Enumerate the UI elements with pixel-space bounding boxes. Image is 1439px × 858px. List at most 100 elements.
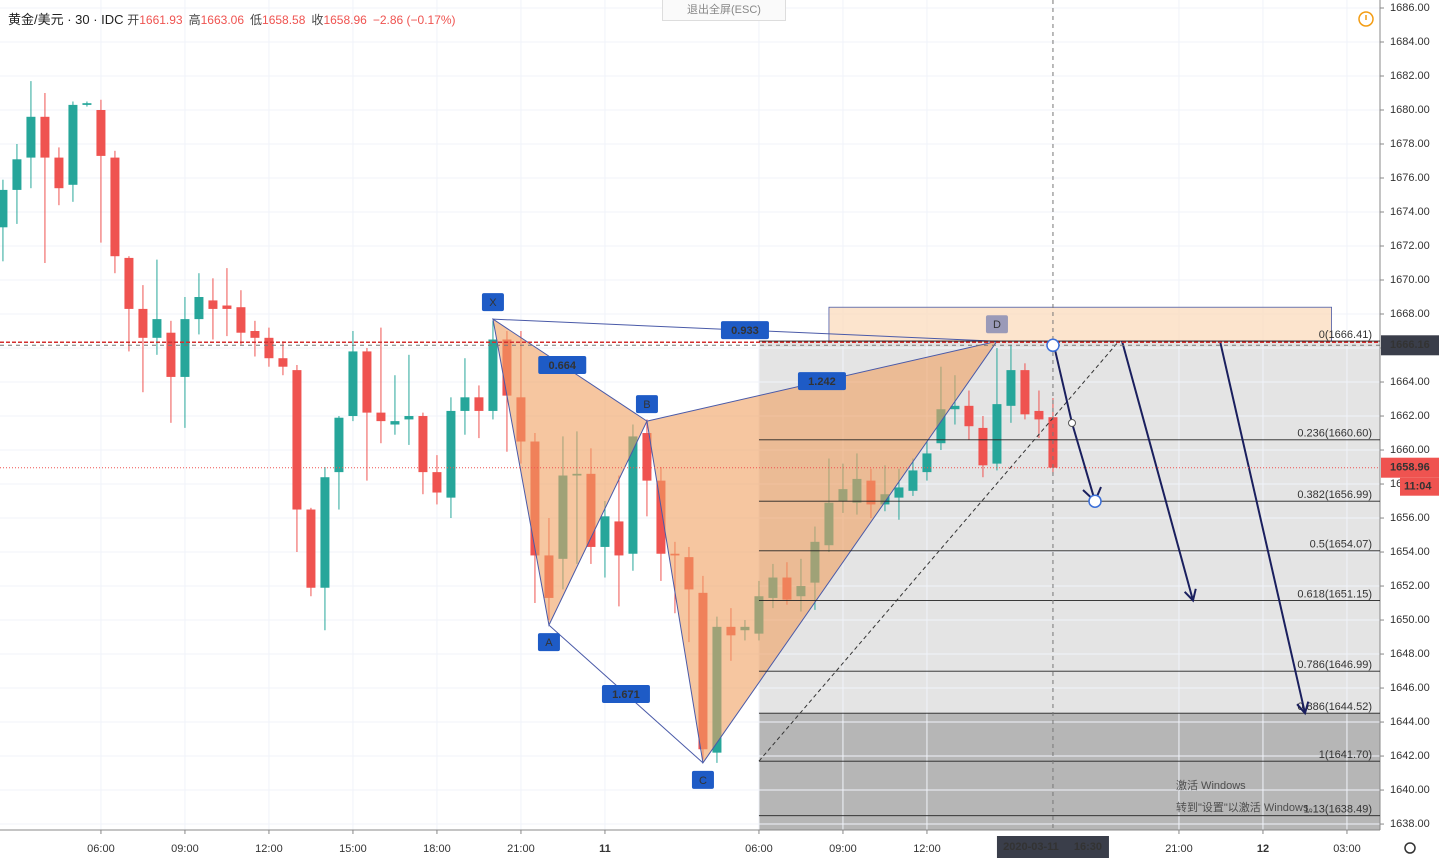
x-tick-label: 11 <box>599 843 611 855</box>
candle-body <box>404 416 414 420</box>
fib-label: 0.236(1660.60) <box>1297 428 1372 440</box>
candle-body <box>656 480 666 554</box>
x-tick-label: 09:00 <box>171 843 199 855</box>
point-box <box>635 395 658 414</box>
stat-label: 收 <box>311 13 324 27</box>
point-box <box>481 293 504 312</box>
stat-label: 高 <box>188 13 201 27</box>
fib-zone <box>758 713 1380 830</box>
x-tick-label: 09:00 <box>829 843 857 855</box>
stats: 开1661.93 高1663.06 低1658.58 收1658.96 −2.86 (−… <box>127 12 461 27</box>
y-tick-label: 1662.00 <box>1390 410 1430 422</box>
x-tick-label: 15:00 <box>339 843 367 855</box>
ratio-box <box>720 321 769 340</box>
arrow-head <box>1183 588 1197 603</box>
ratio-box <box>797 372 846 391</box>
candle-body <box>208 300 218 309</box>
ratio-box <box>601 684 650 703</box>
time-tag <box>996 836 1109 858</box>
candle-body <box>278 358 288 367</box>
candle-body <box>1020 370 1030 415</box>
candle-body <box>376 412 386 422</box>
stat-value: 1663.06 <box>200 13 245 27</box>
candle-body <box>40 116 50 158</box>
y-tick-label: 1648.00 <box>1390 648 1430 660</box>
candle-body <box>152 319 162 338</box>
change: −2.86 (−0.17%) <box>372 13 456 27</box>
y-tick-label: 1682.00 <box>1390 70 1430 82</box>
candle-body <box>488 339 498 411</box>
y-tick-label: 1642.00 <box>1390 750 1430 762</box>
y-tick-label: 1680.00 <box>1390 104 1430 116</box>
y-tick-label: 1676.00 <box>1390 172 1430 184</box>
fib-trend <box>758 340 1120 762</box>
candle-body <box>460 397 470 411</box>
stat-value: 1658.96 <box>323 13 367 27</box>
y-tick-label: 1672.00 <box>1390 240 1430 252</box>
arrow <box>1219 340 1306 714</box>
candle-body <box>194 297 204 320</box>
y-tick-label: 1644.00 <box>1390 716 1430 728</box>
point-box <box>537 633 560 652</box>
fib-label: 0.382(1656.99) <box>1297 489 1372 501</box>
time-tag-time: 16:30 <box>1074 841 1102 853</box>
y-tick-label: 1684.00 <box>1390 36 1430 48</box>
symbol[interactable]: 黄金/美元 · 30 · IDC <box>8 12 124 27</box>
candle-body <box>922 453 932 473</box>
ratio-label: 1.242 <box>808 376 836 388</box>
x-tick-label: 06:00 <box>745 843 773 855</box>
candle-body <box>600 516 610 547</box>
alert-icon <box>1358 11 1374 27</box>
x-tick-label: 21:00 <box>1165 843 1193 855</box>
candle-body <box>12 159 22 190</box>
x-tick-label: 12 <box>1257 843 1269 855</box>
fib-label: 0.786(1646.99) <box>1297 659 1372 671</box>
point-label: D <box>993 319 1001 331</box>
stat-label: 低 <box>250 13 263 27</box>
countdown-label: 11:04 <box>1404 481 1432 493</box>
point-box <box>691 770 714 789</box>
point-box <box>985 315 1008 334</box>
price-tag-label: 1666.16 <box>1390 339 1430 351</box>
fib-label: 1.13(1638.49) <box>1304 804 1373 816</box>
y-tick-label: 1654.00 <box>1390 546 1430 558</box>
candle-body <box>614 521 624 556</box>
candle-body <box>628 436 638 554</box>
candle-body <box>964 405 974 427</box>
candle-body <box>166 332 176 377</box>
candle-body <box>908 470 918 491</box>
point-label: A <box>545 637 553 649</box>
target-zone <box>828 306 1332 342</box>
candle-body <box>250 331 260 338</box>
candle-body <box>334 417 344 473</box>
stat-value: 1658.58 <box>262 13 306 27</box>
y-tick-label: 1646.00 <box>1390 682 1430 694</box>
candle-body <box>54 157 64 189</box>
header: 黄金/美元 · 30 · IDC 开1661.93 高1663.06 低1658.5… <box>8 9 462 28</box>
x-tick-label: 18:00 <box>423 843 451 855</box>
ratio-label: 0.664 <box>548 360 576 372</box>
candle-body <box>936 409 946 444</box>
candle-body <box>1006 370 1016 406</box>
y-tick-label: 1656.00 <box>1390 512 1430 524</box>
exit-fullscreen-button[interactable]: 退出全屏(ESC) <box>662 0 786 21</box>
y-tick-label: 1652.00 <box>1390 580 1430 592</box>
arrow-head <box>1296 701 1310 716</box>
arrow <box>1121 340 1194 601</box>
x-tick-label: 12:00 <box>913 843 941 855</box>
ratio-label: 0.933 <box>731 325 759 337</box>
point-label: C <box>699 775 707 787</box>
stat-label: 开 <box>127 13 140 27</box>
fib-label: 0.5(1654.07) <box>1310 539 1372 551</box>
ratio-label: 1.671 <box>612 689 640 701</box>
candle-body <box>0 189 8 228</box>
y-tick-label: 1674.00 <box>1390 206 1430 218</box>
settings-icon[interactable] <box>1404 842 1416 854</box>
candle-body <box>292 370 302 510</box>
point-label: B <box>643 399 650 411</box>
fib-label: 0.886(1644.52) <box>1297 701 1372 713</box>
candle-body <box>138 308 148 338</box>
stat-value: 1661.93 <box>139 13 183 27</box>
candle-body <box>110 157 120 257</box>
candle-body <box>390 421 400 425</box>
